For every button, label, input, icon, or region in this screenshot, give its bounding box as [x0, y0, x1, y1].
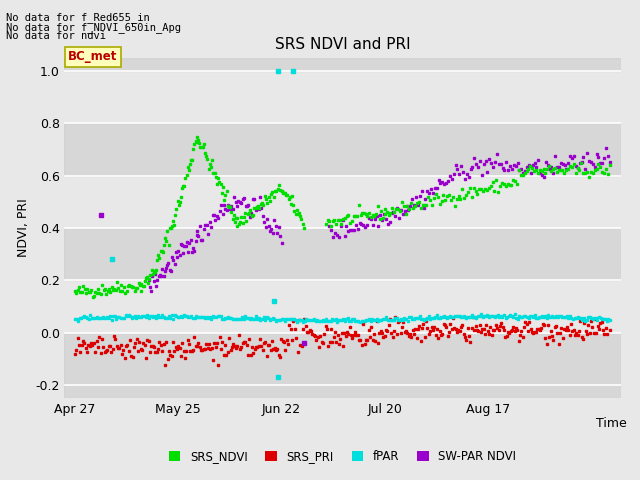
Bar [64, 333, 621, 398]
Bar [64, 58, 621, 71]
Text: No data for f_Red655_in: No data for f_Red655_in [6, 12, 150, 23]
X-axis label: Time: Time [596, 417, 627, 430]
Bar [64, 123, 621, 176]
Y-axis label: NDVI, PRI: NDVI, PRI [17, 199, 30, 257]
Text: No data for f_NDVI_650in_Apg: No data for f_NDVI_650in_Apg [6, 22, 181, 33]
Title: SRS NDVI and PRI: SRS NDVI and PRI [275, 37, 410, 52]
Text: No data for ndvi: No data for ndvi [6, 31, 106, 41]
Bar [64, 228, 621, 280]
Legend: SRS_NDVI, SRS_PRI, fPAR, SW-PAR NDVI: SRS_NDVI, SRS_PRI, fPAR, SW-PAR NDVI [164, 445, 521, 468]
Text: BC_met: BC_met [68, 50, 118, 63]
